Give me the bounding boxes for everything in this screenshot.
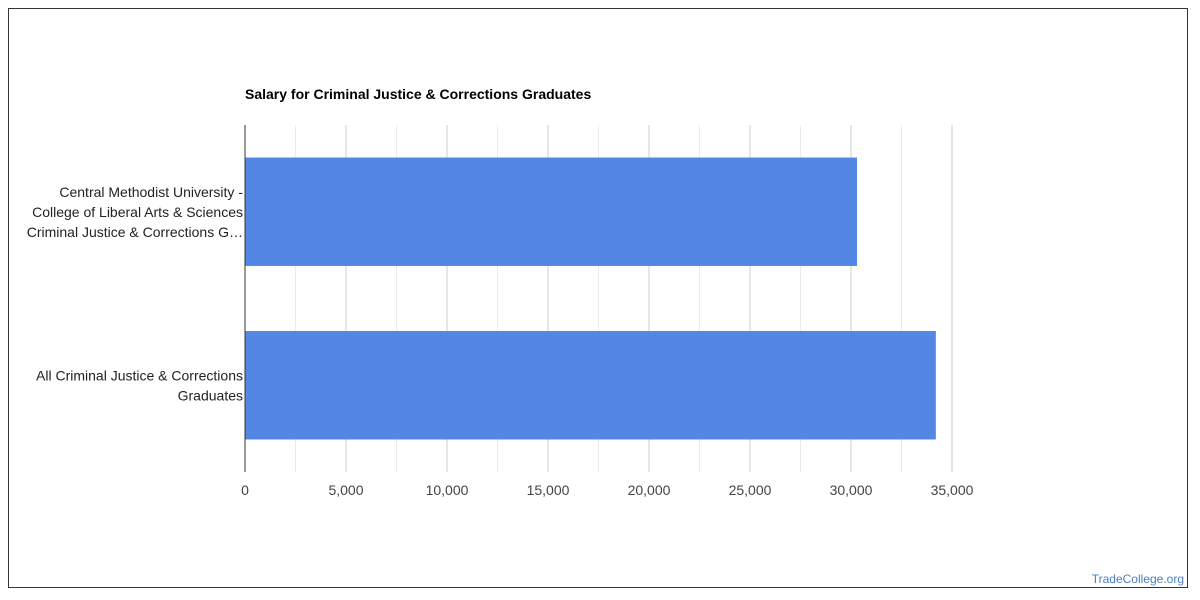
category-label-line: Graduates <box>178 387 243 403</box>
x-axis-tick-labels: 0 5,000 10,000 15,000 20,000 25,000 30,000 35,0… <box>241 482 974 498</box>
chart-title: Salary for Criminal Justice & Correction… <box>245 86 591 102</box>
category-label-line: All Criminal Justice & Corrections <box>36 367 243 383</box>
category-labels: Central Methodist University - College of… <box>27 184 244 404</box>
x-tick-label: 15,000 <box>527 482 570 498</box>
x-tick-label: 5,000 <box>328 482 363 498</box>
bar-0[interactable] <box>245 157 858 266</box>
x-tick-label: 10,000 <box>426 482 469 498</box>
category-label-line: Central Methodist University - <box>59 184 243 200</box>
category-label-line: Criminal Justice & Corrections G… <box>27 224 243 240</box>
category-label-0: Central Methodist University - College of… <box>27 184 244 240</box>
bars <box>245 157 936 440</box>
watermark-link[interactable]: TradeCollege.org <box>1091 572 1184 586</box>
x-tick-label: 0 <box>241 482 249 498</box>
category-label-line: College of Liberal Arts & Sciences <box>32 204 243 220</box>
category-label-1: All Criminal Justice & Corrections Gradua… <box>36 367 243 403</box>
x-tick-label: 30,000 <box>830 482 873 498</box>
x-tick-label: 35,000 <box>931 482 974 498</box>
x-tick-label: 20,000 <box>628 482 671 498</box>
bar-1[interactable] <box>245 331 936 440</box>
x-tick-label: 25,000 <box>729 482 772 498</box>
